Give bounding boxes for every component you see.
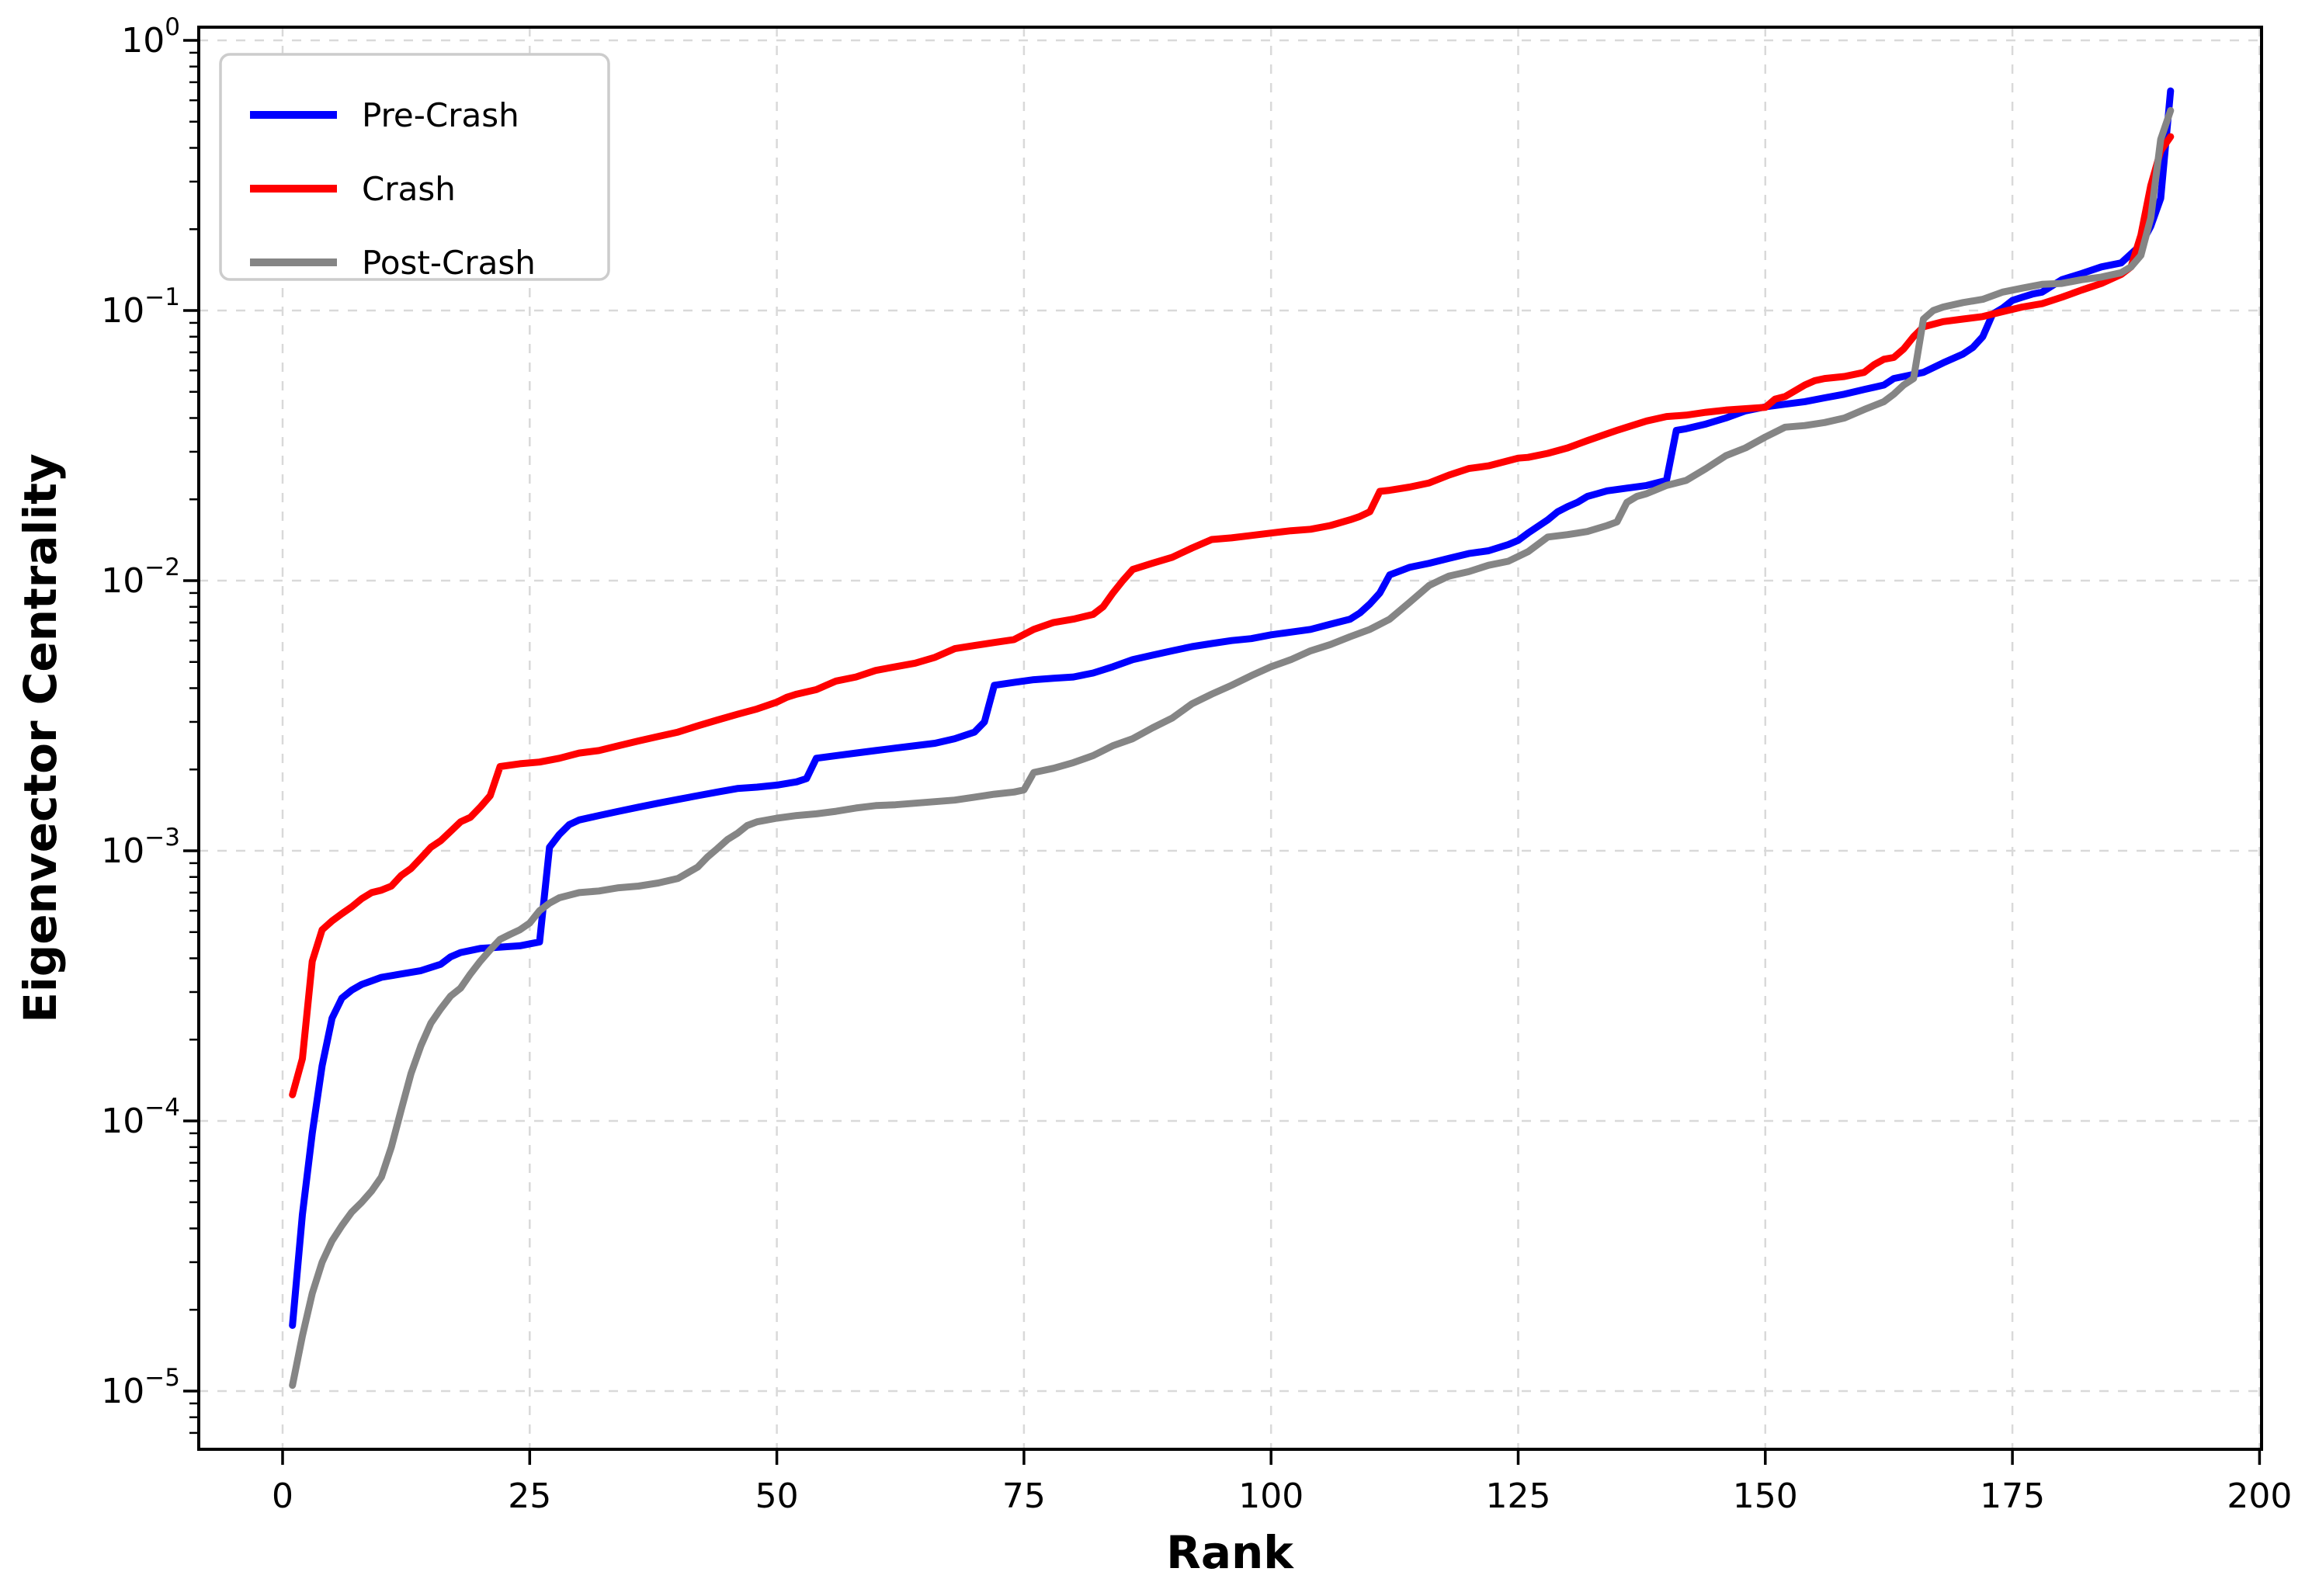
y-tick-label: 10−2 xyxy=(101,553,180,601)
plot-border xyxy=(197,26,2263,1451)
x-tick-label: 200 xyxy=(2227,1476,2292,1516)
x-tick-label: 100 xyxy=(1238,1476,1304,1516)
legend-box xyxy=(219,53,610,281)
x-tick-label: 150 xyxy=(1733,1476,1798,1516)
x-tick-label: 0 xyxy=(272,1476,293,1516)
y-tick-label: 10−3 xyxy=(101,824,180,871)
x-tick-label: 75 xyxy=(1002,1476,1046,1516)
legend-label: Post-Crash xyxy=(362,244,536,282)
series-line-post-crash xyxy=(289,106,2175,1390)
legend-label: Pre-Crash xyxy=(362,96,519,134)
y-tick-label: 10−1 xyxy=(101,283,180,331)
legend-item-crash: Crash xyxy=(250,170,456,208)
y-axis-ticks: 100 10−1 10−2 10−3 10−4 10−5 xyxy=(101,13,199,1435)
y-tick-label: 10−4 xyxy=(101,1094,180,1141)
series-line-crash xyxy=(289,133,2175,1098)
legend: Pre-Crash Crash Post-Crash xyxy=(219,53,610,282)
legend-item-post-crash: Post-Crash xyxy=(250,244,536,282)
x-tick-label: 25 xyxy=(508,1476,551,1516)
y-axis-label: Eigenvector Centrality xyxy=(14,453,67,1023)
y-tick-label: 100 xyxy=(121,13,180,61)
legend-label: Crash xyxy=(362,170,456,208)
x-tick-label: 125 xyxy=(1486,1476,1551,1516)
x-axis-label: Rank xyxy=(1166,1526,1294,1579)
x-tick-label: 50 xyxy=(755,1476,799,1516)
y-tick-label: 10−5 xyxy=(101,1364,180,1411)
legend-item-pre-crash: Pre-Crash xyxy=(250,96,519,134)
series-lines xyxy=(289,87,2175,1390)
x-tick-label: 175 xyxy=(1980,1476,2045,1516)
x-axis-ticks: 0 25 50 75 100 125 150 175 200 xyxy=(272,1449,2292,1516)
gridlines xyxy=(199,27,2262,1449)
series-line-pre-crash xyxy=(289,87,2175,1329)
